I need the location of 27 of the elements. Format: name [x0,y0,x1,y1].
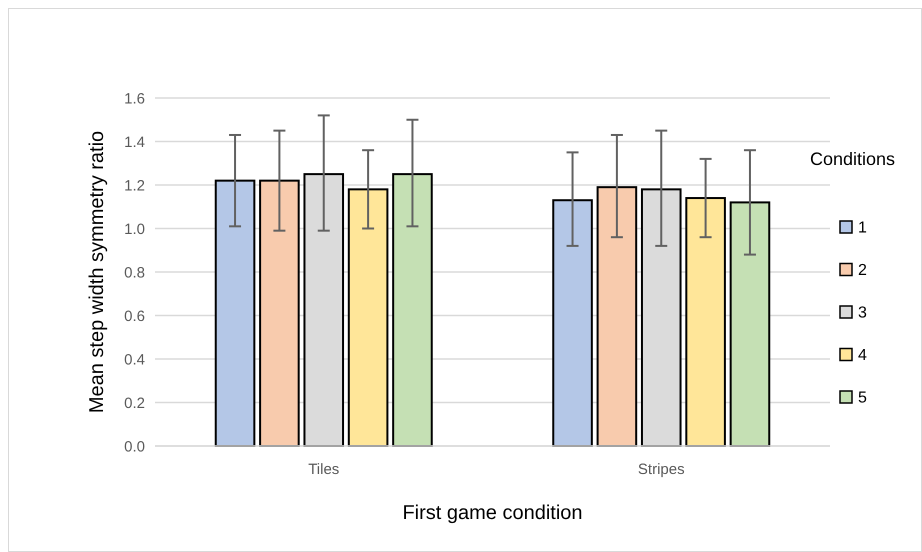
bar [348,188,388,447]
legend-label: 3 [858,304,867,322]
bar [685,197,726,447]
legend-title: Conditions [810,149,896,169]
bar [730,201,770,447]
y-tick-label: 0.2 [124,394,145,412]
y-tick-label: 1.2 [124,177,145,194]
bar [392,173,433,447]
x-tick-label: Tiles [308,461,340,478]
legend-label: 1 [858,220,867,237]
y-tick-label: 0.8 [124,264,145,282]
y-tick-label: 0.0 [124,438,145,456]
y-axis-title: Mean step width symmetry ratio [86,130,108,414]
y-tick-label: 0.6 [124,308,145,325]
legend-label: 4 [858,347,867,364]
y-tick-label: 1.4 [124,134,145,151]
y-tick-label: 0.4 [124,351,145,368]
x-tick-label: Stripes [638,461,685,478]
y-tick-label: 1.0 [124,220,145,238]
bar [596,186,638,447]
legend-label: 5 [858,390,867,407]
bar [552,199,593,447]
bar [214,180,256,447]
y-tick-label: 1.6 [124,90,145,108]
x-axis-title: First game condition [402,502,583,524]
legend-label: 2 [858,262,867,280]
bar [259,180,300,447]
